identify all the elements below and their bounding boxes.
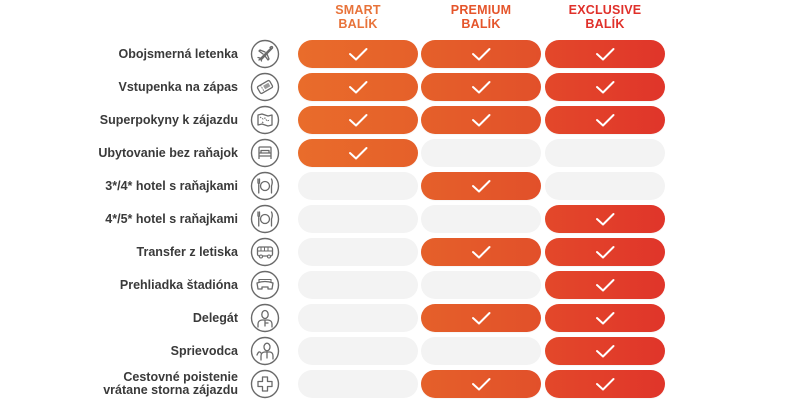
plate-cutlery-icon (250, 204, 280, 234)
exclusive-included-cell (545, 337, 665, 365)
smart-included-cell (298, 139, 418, 167)
smart-included-cell (298, 73, 418, 101)
smart-included-cell (298, 106, 418, 134)
smart-not-included-cell (298, 238, 418, 266)
exclusive-included-cell (545, 271, 665, 299)
checkmark-icon (349, 147, 368, 160)
header-smart: SMART BALÍK (298, 3, 418, 31)
checkmark-icon (472, 48, 491, 61)
feature-row: Vstupenka na zápas (0, 72, 800, 102)
smart-not-included-cell (298, 370, 418, 398)
checkmark-icon (596, 246, 615, 259)
premium-included-cell (421, 73, 541, 101)
checkmark-icon (472, 180, 491, 193)
exclusive-included-cell (545, 205, 665, 233)
feature-label: Delegát (192, 310, 238, 325)
premium-not-included-cell (421, 337, 541, 365)
smart-not-included-cell (298, 337, 418, 365)
medical-cross-icon (250, 369, 280, 399)
checkmark-icon (472, 114, 491, 127)
feature-row: Cestovné poistenie vrátane storna zájazdu (0, 369, 800, 399)
header-smart-line2: BALÍK (338, 17, 378, 31)
feature-label: Superpokyny k zájazdu (99, 112, 238, 127)
guide-person-icon (250, 336, 280, 366)
checkmark-icon (472, 246, 491, 259)
header-premium-line2: BALÍK (461, 17, 501, 31)
feature-label: Ubytovanie bez raňajok (98, 145, 238, 160)
checkmark-icon (596, 345, 615, 358)
feature-row: Obojsmerná letenka (0, 39, 800, 69)
header-smart-line1: SMART (335, 3, 381, 17)
checkmark-icon (596, 312, 615, 325)
map-icon (250, 105, 280, 135)
premium-included-cell (421, 304, 541, 332)
checkmark-icon (472, 81, 491, 94)
header-premium: PREMIUM BALÍK (421, 3, 541, 31)
feature-row: Prehliadka štadióna (0, 270, 800, 300)
checkmark-icon (472, 378, 491, 391)
exclusive-included-cell (545, 304, 665, 332)
feature-label-line1: Cestovné poistenie (123, 370, 238, 384)
delegate-person-icon (250, 303, 280, 333)
feature-label: Vstupenka na zápas (118, 79, 239, 94)
feature-label: Prehliadka štadióna (119, 277, 238, 292)
feature-label: Cestovné poistenie vrátane storna zájazdu (103, 369, 238, 399)
feature-row: 3*/4* hotel s raňajkami (0, 171, 800, 201)
premium-included-cell (421, 172, 541, 200)
checkmark-icon (596, 279, 615, 292)
exclusive-included-cell (545, 238, 665, 266)
premium-included-cell (421, 370, 541, 398)
header-exclusive-line1: EXCLUSIVE (568, 3, 642, 17)
premium-not-included-cell (421, 271, 541, 299)
smart-not-included-cell (298, 172, 418, 200)
header-premium-line1: PREMIUM (450, 3, 512, 17)
premium-not-included-cell (421, 139, 541, 167)
exclusive-included-cell (545, 370, 665, 398)
header-exclusive-line2: BALÍK (585, 17, 625, 31)
smart-included-cell (298, 40, 418, 68)
premium-not-included-cell (421, 205, 541, 233)
feature-label: Sprievodca (170, 343, 238, 358)
premium-included-cell (421, 238, 541, 266)
checkmark-icon (349, 81, 368, 94)
ticket-icon (250, 72, 280, 102)
feature-label: 4*/5* hotel s raňajkami (105, 211, 238, 226)
exclusive-included-cell (545, 40, 665, 68)
header-exclusive: EXCLUSIVE BALÍK (545, 3, 665, 31)
feature-row: 4*/5* hotel s raňajkami (0, 204, 800, 234)
feature-row: Superpokyny k zájazdu (0, 105, 800, 135)
checkmark-icon (349, 114, 368, 127)
bed-icon (250, 138, 280, 168)
feature-label: Transfer z letiska (136, 244, 238, 259)
exclusive-not-included-cell (545, 139, 665, 167)
airplane-icon (250, 39, 280, 69)
checkmark-icon (596, 213, 615, 226)
feature-label: Obojsmerná letenka (118, 46, 239, 61)
feature-row: Ubytovanie bez raňajok (0, 138, 800, 168)
feature-label: 3*/4* hotel s raňajkami (105, 178, 238, 193)
feature-row: Transfer z letiska (0, 237, 800, 267)
feature-row: Delegát (0, 303, 800, 333)
feature-label-line2: vrátane storna zájazdu (103, 383, 238, 397)
smart-not-included-cell (298, 205, 418, 233)
bus-icon (250, 237, 280, 267)
checkmark-icon (472, 312, 491, 325)
checkmark-icon (596, 81, 615, 94)
checkmark-icon (596, 48, 615, 61)
feature-row: Sprievodca (0, 336, 800, 366)
checkmark-icon (596, 114, 615, 127)
smart-not-included-cell (298, 304, 418, 332)
smart-not-included-cell (298, 271, 418, 299)
exclusive-not-included-cell (545, 172, 665, 200)
premium-included-cell (421, 106, 541, 134)
stadium-icon (250, 270, 280, 300)
plate-cutlery-icon (250, 171, 280, 201)
exclusive-included-cell (545, 106, 665, 134)
premium-included-cell (421, 40, 541, 68)
checkmark-icon (349, 48, 368, 61)
exclusive-included-cell (545, 73, 665, 101)
checkmark-icon (596, 378, 615, 391)
